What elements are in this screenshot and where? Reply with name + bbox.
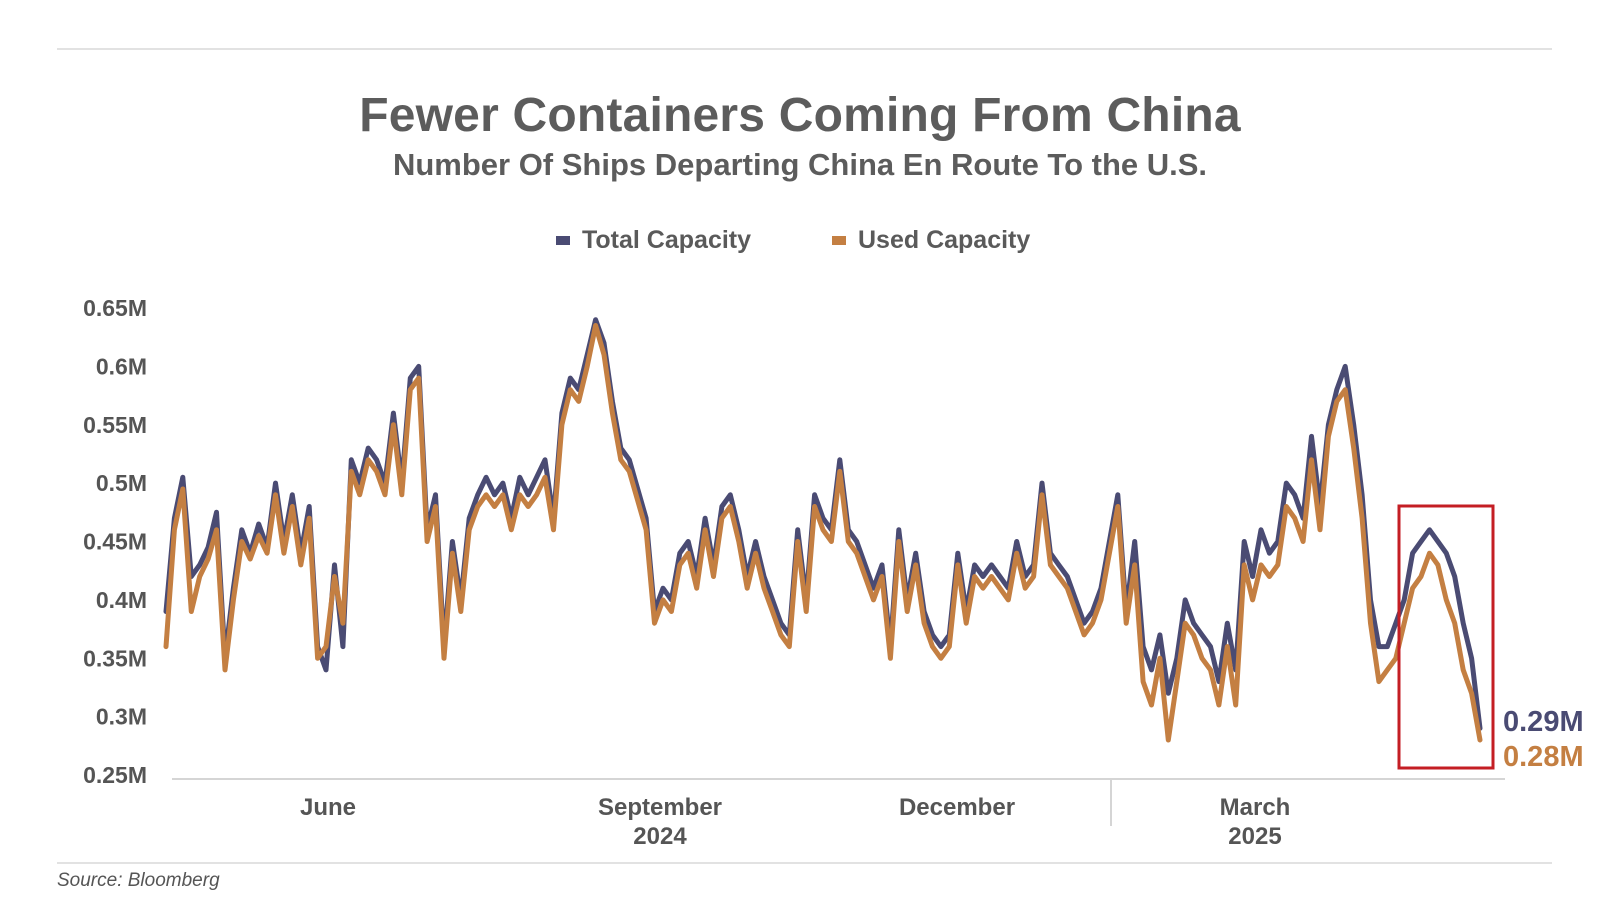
y-tick-label: 0.6M bbox=[96, 353, 147, 379]
x-tick-label: September bbox=[598, 794, 722, 821]
end-label-used: 0.28M bbox=[1503, 741, 1584, 773]
y-tick-label: 0.65M bbox=[83, 295, 147, 321]
x-tick-label: June bbox=[300, 794, 356, 821]
end-label-total: 0.29M bbox=[1503, 706, 1584, 738]
source-note: Source: Bloomberg bbox=[57, 870, 220, 891]
legend-label-used: Used Capacity bbox=[858, 226, 1031, 254]
y-axis: 0.65M 0.6M 0.55M 0.5M 0.45M 0.4M 0.35M 0.3M 0.25… bbox=[83, 295, 147, 788]
legend-swatch-used bbox=[832, 236, 846, 245]
chart-subtitle: Number Of Ships Departing China En Route… bbox=[392, 147, 1208, 182]
y-tick-label: 0.35M bbox=[83, 645, 147, 671]
x-tick-year-label: 2024 bbox=[633, 823, 687, 850]
x-tick-label: December bbox=[899, 794, 1015, 821]
series-line-used-capacity bbox=[163, 323, 1483, 743]
x-tick-label: March bbox=[1220, 794, 1291, 821]
series-layer bbox=[163, 317, 1483, 743]
y-tick-label: 0.45M bbox=[83, 529, 147, 555]
legend-label-total: Total Capacity bbox=[582, 226, 752, 254]
y-tick-label: 0.55M bbox=[83, 412, 147, 438]
y-tick-label: 0.4M bbox=[96, 587, 147, 613]
x-tick-year-label: 2025 bbox=[1228, 823, 1281, 850]
y-tick-label: 0.5M bbox=[96, 470, 147, 496]
bottom-rule bbox=[57, 862, 1552, 864]
highlight-box bbox=[1397, 504, 1495, 770]
legend-item-total: Total Capacity bbox=[556, 226, 751, 255]
legend-item-used: Used Capacity bbox=[832, 226, 1030, 255]
y-tick-label: 0.25M bbox=[83, 762, 147, 788]
top-rule bbox=[57, 48, 1552, 50]
y-tick-label: 0.3M bbox=[96, 704, 147, 730]
chart-legend: Total Capacity Used Capacity bbox=[0, 226, 1600, 262]
chart-title: Fewer Containers Coming From China bbox=[359, 89, 1241, 142]
legend-swatch-total bbox=[556, 236, 570, 245]
